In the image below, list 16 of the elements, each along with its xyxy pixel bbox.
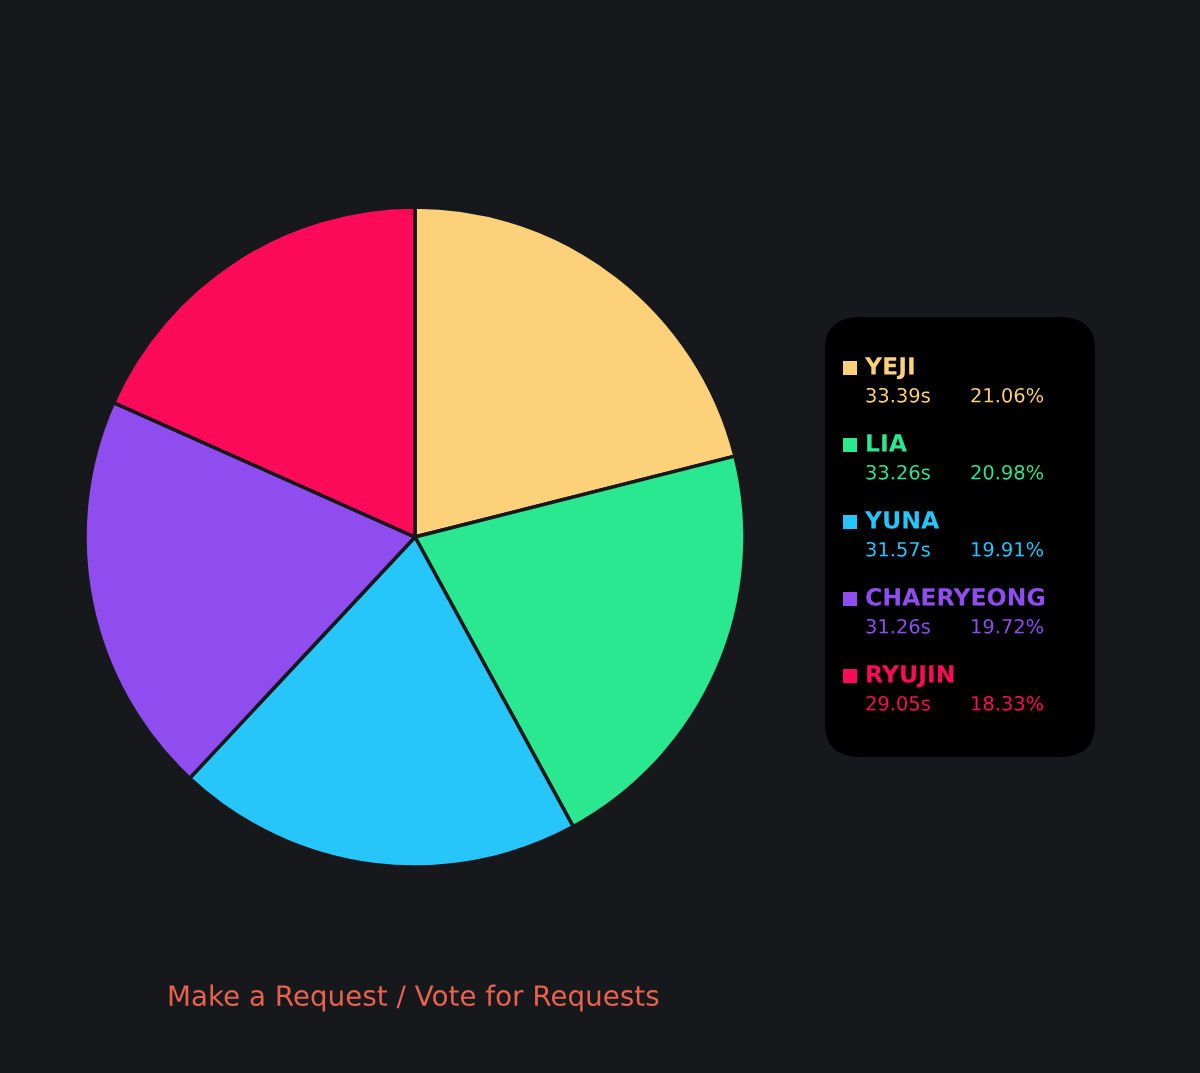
- data-label: 33.26s: [866, 464, 930, 480]
- legend-label: YUNA: [864, 511, 940, 529]
- legend-label: CHAERYEONG: [866, 587, 1045, 606]
- legend-label: YEJI: [864, 357, 914, 380]
- text: 19.72%: [972, 618, 1044, 634]
- legend-label: RYUJIN: [867, 665, 954, 688]
- data-label: 31.26s: [866, 618, 930, 634]
- data-label: 31.57s: [866, 541, 930, 557]
- text: Make a Request / Vote for Requests: [169, 984, 659, 1012]
- text: 18.33%: [972, 695, 1044, 711]
- data-label: 29.05s: [866, 695, 930, 711]
- text: 20.98%: [971, 464, 1044, 480]
- text: 21.06%: [971, 387, 1044, 403]
- legend-label: LIA: [867, 434, 907, 452]
- text: 19.91%: [972, 541, 1044, 557]
- data-label: 33.39s: [866, 387, 930, 403]
